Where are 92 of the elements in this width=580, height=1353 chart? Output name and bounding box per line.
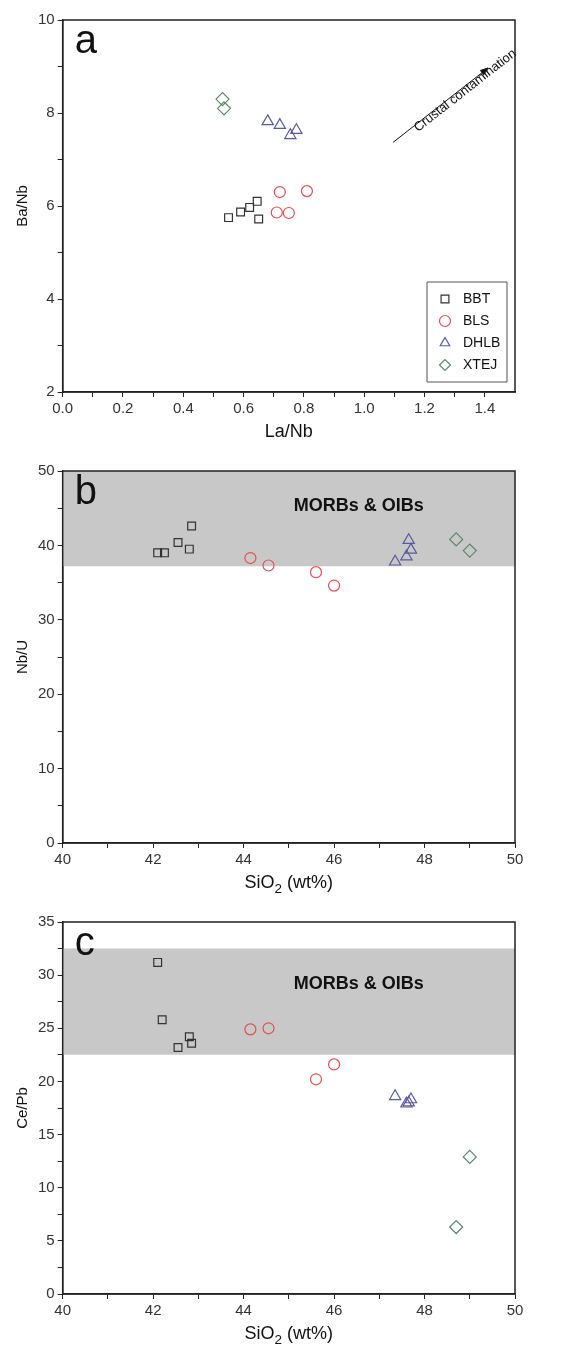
point bbox=[462, 1149, 477, 1164]
x-tick-label: 44 bbox=[235, 850, 252, 868]
point bbox=[261, 114, 274, 126]
point bbox=[388, 554, 402, 566]
y-tick-label: 10 bbox=[38, 758, 55, 776]
point bbox=[187, 521, 197, 531]
point bbox=[290, 123, 303, 135]
point bbox=[215, 91, 230, 107]
point bbox=[270, 206, 283, 219]
point bbox=[273, 117, 287, 129]
y-tick-label: 50 bbox=[38, 461, 55, 479]
x-tick-label: 0.6 bbox=[233, 399, 255, 417]
legend-label: DHLB bbox=[463, 333, 501, 350]
point bbox=[173, 1042, 183, 1052]
x-tick-label: 50 bbox=[506, 1301, 524, 1319]
x-axis-title: La/Nb bbox=[264, 420, 313, 441]
point bbox=[282, 206, 295, 220]
y-tick-label: 0 bbox=[46, 833, 55, 851]
y-tick-label: 6 bbox=[46, 196, 55, 214]
band-label: MORBs & OIBs bbox=[293, 494, 424, 515]
x-tick-label: 0.0 bbox=[52, 399, 74, 417]
point bbox=[252, 196, 262, 206]
point bbox=[327, 1058, 341, 1071]
y-axis-title: Ce/Pb bbox=[12, 1087, 30, 1129]
legend-label: BBT bbox=[463, 289, 491, 306]
y-axis-title: Nb/U bbox=[12, 639, 30, 675]
point bbox=[309, 566, 323, 579]
point bbox=[184, 544, 194, 554]
y-tick-label: 5 bbox=[46, 1231, 55, 1248]
point bbox=[388, 1089, 402, 1101]
y-tick-label: 15 bbox=[38, 1124, 55, 1142]
point bbox=[273, 185, 286, 199]
legend-label: BLS bbox=[463, 311, 490, 328]
point bbox=[254, 214, 264, 224]
point bbox=[449, 1219, 464, 1235]
y-tick-label: 25 bbox=[38, 1018, 55, 1036]
y-tick-label: 10 bbox=[38, 1177, 55, 1195]
y-tick-label: 20 bbox=[38, 1071, 55, 1089]
point bbox=[244, 551, 257, 565]
x-tick-label: 48 bbox=[416, 850, 433, 868]
y-tick-label: 8 bbox=[46, 103, 55, 121]
y-tick-label: 30 bbox=[38, 965, 55, 983]
x-tick-label: 0.8 bbox=[293, 399, 315, 417]
point bbox=[157, 1015, 167, 1025]
point bbox=[284, 128, 297, 140]
x-tick-label: 42 bbox=[144, 850, 162, 868]
point bbox=[224, 213, 234, 223]
point bbox=[327, 579, 341, 592]
point bbox=[159, 548, 169, 558]
y-tick-label: 35 bbox=[38, 912, 55, 930]
x-tick-label: 0.2 bbox=[112, 399, 134, 417]
x-tick-label: 42 bbox=[144, 1301, 162, 1319]
x-tick-label: 1.2 bbox=[414, 399, 435, 417]
y-tick-label: 20 bbox=[38, 684, 55, 702]
point bbox=[262, 1022, 275, 1035]
y-tick-label: 4 bbox=[46, 289, 55, 307]
annotation: a bbox=[74, 17, 98, 62]
x-tick-label: 50 bbox=[506, 850, 524, 868]
y-axis-title: Ba/Nb bbox=[12, 185, 30, 227]
point bbox=[153, 548, 163, 558]
point bbox=[449, 532, 464, 547]
x-tick-label: 46 bbox=[325, 850, 343, 868]
y-tick-label: 10 bbox=[38, 10, 55, 28]
point bbox=[244, 1023, 257, 1036]
point bbox=[236, 207, 246, 217]
point bbox=[262, 559, 275, 572]
point bbox=[216, 101, 232, 116]
x-tick-label: 1.4 bbox=[474, 399, 496, 417]
band-label: MORBs & OIBs bbox=[293, 972, 424, 993]
x-tick-label: 0.4 bbox=[172, 399, 194, 417]
point bbox=[400, 549, 413, 561]
point bbox=[404, 542, 418, 554]
y-tick-label: 30 bbox=[38, 609, 55, 627]
annotation: c bbox=[74, 919, 95, 964]
y-tick-label: 0 bbox=[46, 1284, 55, 1302]
y-tick-label: 40 bbox=[38, 535, 55, 553]
point bbox=[245, 202, 255, 212]
x-tick-label: 46 bbox=[325, 1301, 343, 1319]
y-tick-label: 2 bbox=[46, 382, 55, 400]
point bbox=[184, 1032, 194, 1042]
point bbox=[153, 957, 163, 967]
point bbox=[462, 543, 477, 558]
x-tick-label: 48 bbox=[416, 1301, 433, 1319]
point bbox=[402, 533, 415, 545]
x-tick-label: 44 bbox=[235, 1301, 252, 1319]
legend-label: XTEJ bbox=[463, 355, 498, 372]
point bbox=[300, 185, 314, 198]
point bbox=[309, 1073, 323, 1086]
point bbox=[187, 1038, 197, 1048]
annotation: b bbox=[74, 468, 97, 513]
x-tick-label: 1.0 bbox=[353, 399, 375, 417]
point bbox=[173, 537, 183, 547]
